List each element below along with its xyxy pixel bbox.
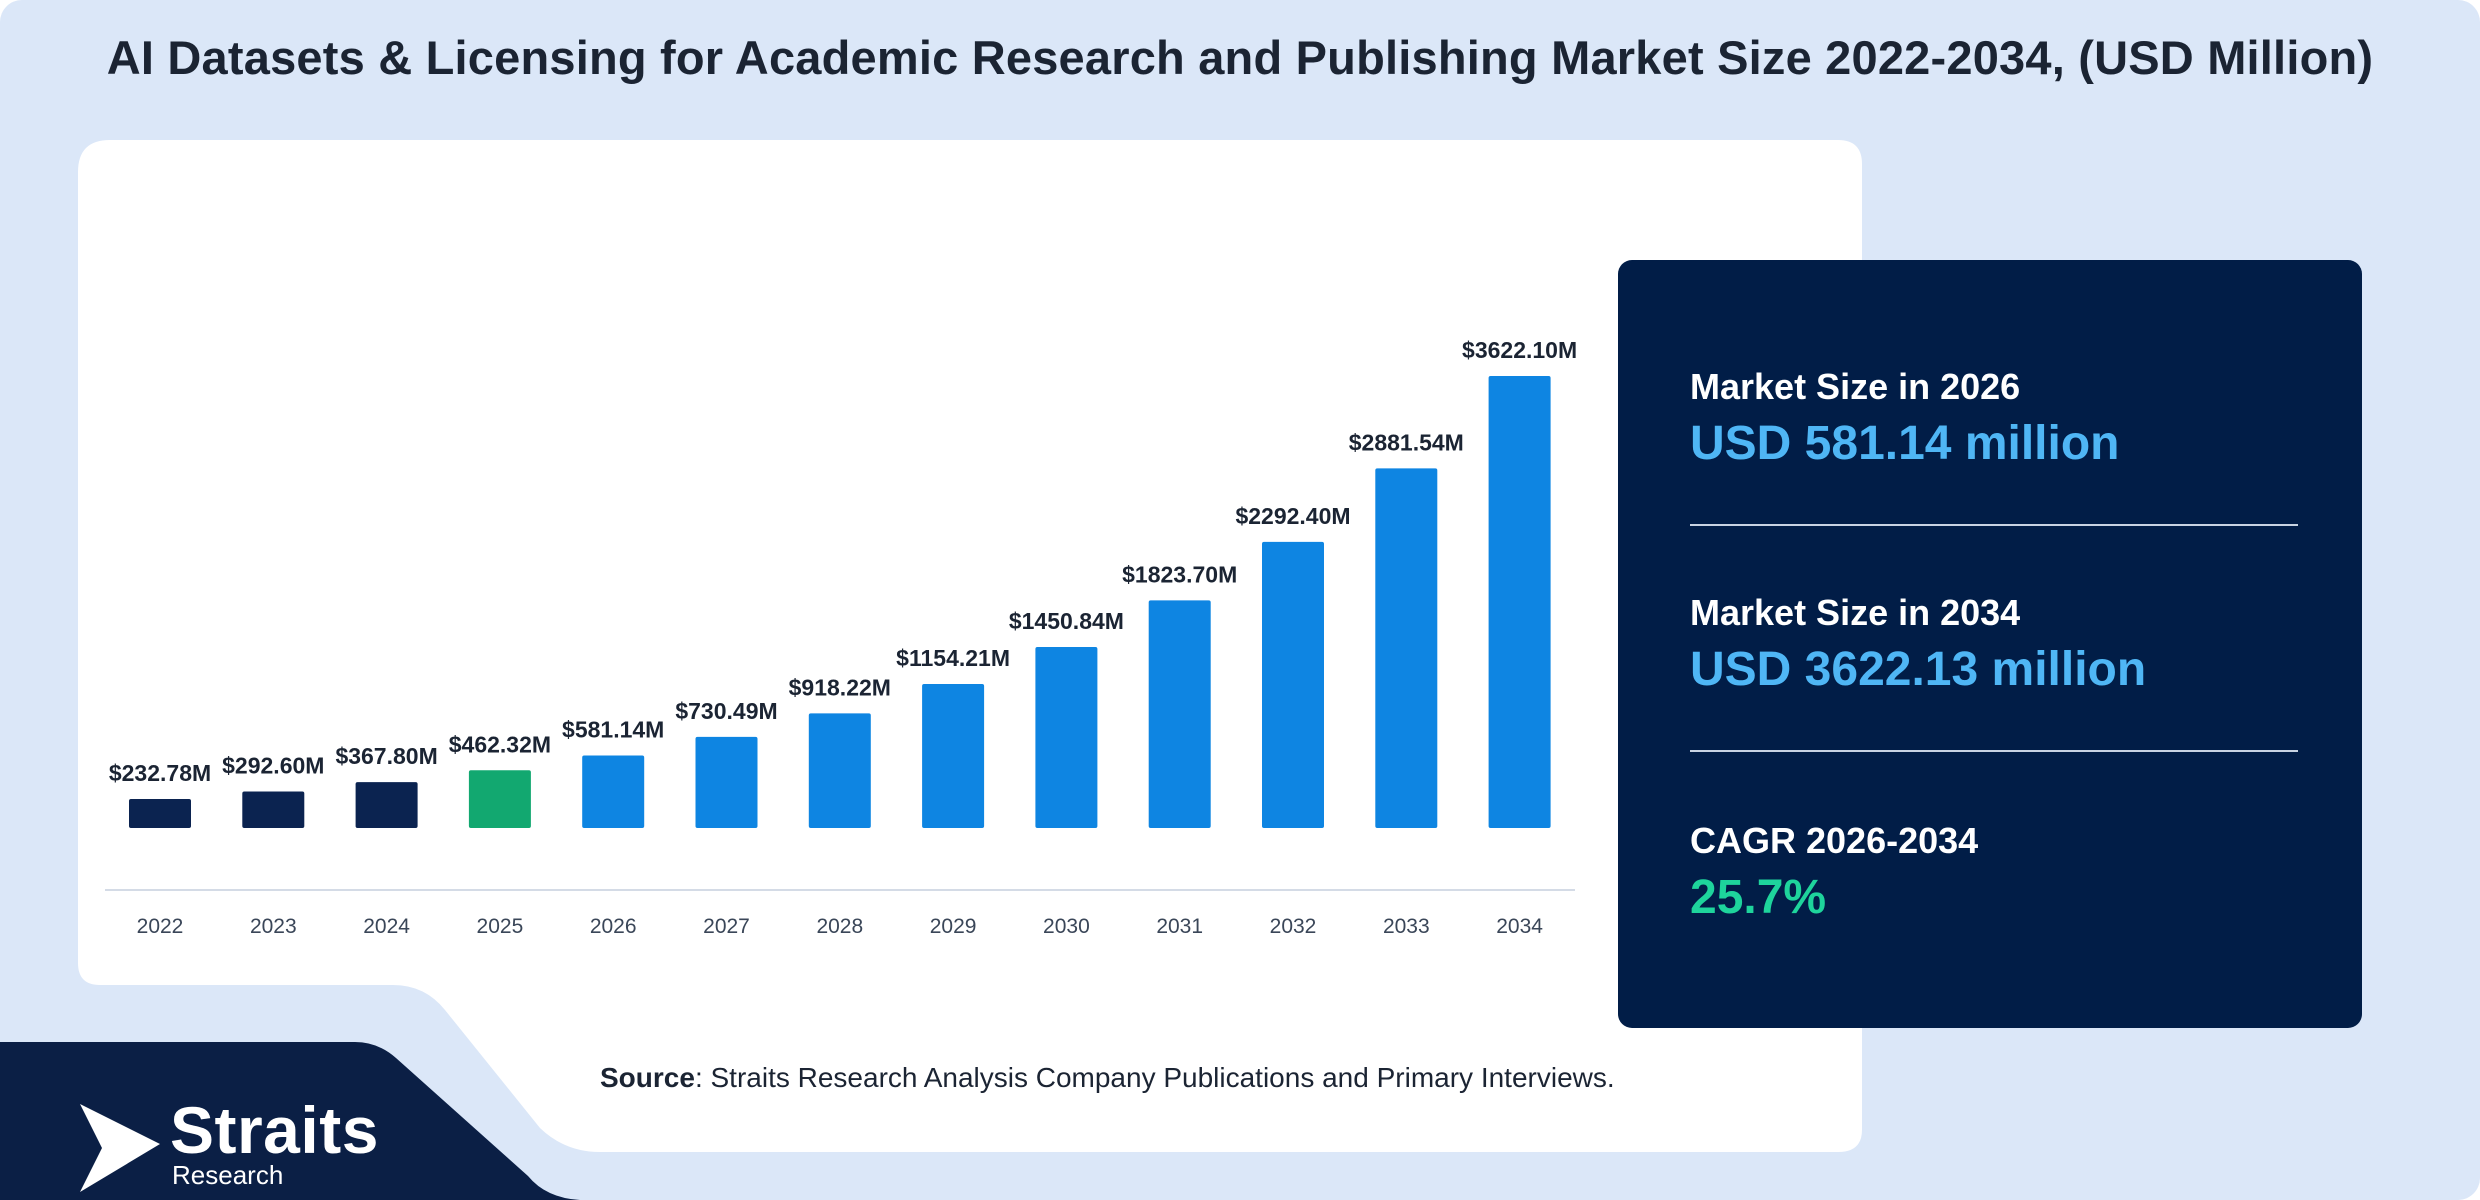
stat-divider (1690, 750, 2298, 752)
bar-2022 (129, 798, 191, 828)
x-tick-2024: 2024 (363, 915, 410, 938)
data-label-2025: $462.32M (449, 731, 551, 757)
data-label-2027: $730.49M (675, 698, 777, 724)
data-label-2024: $367.80M (335, 743, 437, 769)
bar-2027 (695, 736, 758, 828)
stat-label: Market Size in 2026 (1690, 366, 2021, 407)
source-text: : Straits Research Analysis Company Publ… (694, 1062, 1615, 1093)
bar-2028 (808, 713, 871, 828)
logo-band (0, 1042, 580, 1200)
data-label-2030: $1450.84M (1009, 608, 1124, 634)
bar-2029 (922, 683, 985, 828)
stat-market-2034: Market Size in 2034 USD 3622.13 million (1690, 592, 2146, 697)
bar-2032 (1262, 541, 1324, 828)
data-label-2033: $2881.54M (1349, 429, 1464, 455)
data-label-2028: $918.22M (789, 674, 891, 700)
stats-panel: Market Size in 2026 USD 581.14 million M… (1618, 260, 2362, 1028)
source-label: Source (600, 1062, 695, 1093)
bar-2026 (582, 755, 645, 828)
data-label-2034: $3622.10M (1462, 337, 1577, 363)
stat-value: USD 581.14 million (1690, 417, 2120, 470)
data-label-2022: $232.78M (109, 760, 211, 786)
stat-value: USD 3622.13 million (1690, 643, 2147, 696)
logo-arrow-icon (80, 1104, 160, 1192)
x-tick-2028: 2028 (816, 915, 863, 938)
stat-label: Market Size in 2034 (1690, 592, 2021, 633)
data-label-2026: $581.14M (562, 716, 664, 742)
data-label-2029: $1154.21M (896, 645, 1010, 671)
data-label-2031: $1823.70M (1122, 561, 1237, 587)
x-tick-2033: 2033 (1383, 915, 1430, 938)
data-label-2023: $292.60M (222, 752, 324, 778)
x-tick-2025: 2025 (477, 915, 524, 938)
stat-market-2026: Market Size in 2026 USD 581.14 million (1690, 366, 2120, 471)
bar-2024 (355, 782, 418, 828)
bar-2025 (468, 770, 531, 828)
x-tick-2034: 2034 (1496, 915, 1543, 938)
bar-chart: $232.78M 2022 $292.60M 2023 $367.80M 2024 $462… (105, 337, 1577, 938)
logo-name: Straits (170, 1093, 379, 1167)
x-tick-2022: 2022 (137, 915, 184, 938)
x-tick-2026: 2026 (590, 915, 637, 938)
x-tick-2023: 2023 (250, 915, 297, 938)
bars-layer (129, 376, 1551, 828)
stat-cagr: CAGR 2026-2034 25.7% (1690, 820, 1978, 925)
stat-value: 25.7% (1690, 871, 1827, 924)
page-title: AI Datasets & Licensing for Academic Res… (106, 31, 2374, 84)
bar-2033 (1375, 468, 1438, 828)
logo-subtitle: Research (172, 1160, 284, 1190)
x-tick-2031: 2031 (1156, 915, 1203, 938)
x-tick-2029: 2029 (930, 915, 977, 938)
x-tick-2027: 2027 (703, 915, 750, 938)
x-tick-2030: 2030 (1043, 915, 1090, 938)
labels-layer: $232.78M 2022 $292.60M 2023 $367.80M 2024 $462… (109, 337, 1577, 938)
bar-2030 (1035, 646, 1098, 828)
stat-divider (1690, 524, 2298, 526)
x-tick-2032: 2032 (1270, 915, 1317, 938)
chart-card (78, 140, 1862, 1152)
stat-label: CAGR 2026-2034 (1690, 820, 1979, 861)
bar-2031 (1148, 600, 1211, 828)
bar-2034 (1488, 376, 1551, 828)
source-note: Source: Straits Research Analysis Compan… (600, 1062, 1615, 1094)
data-label-2032: $2292.40M (1235, 503, 1350, 529)
bar-2023 (242, 791, 305, 828)
